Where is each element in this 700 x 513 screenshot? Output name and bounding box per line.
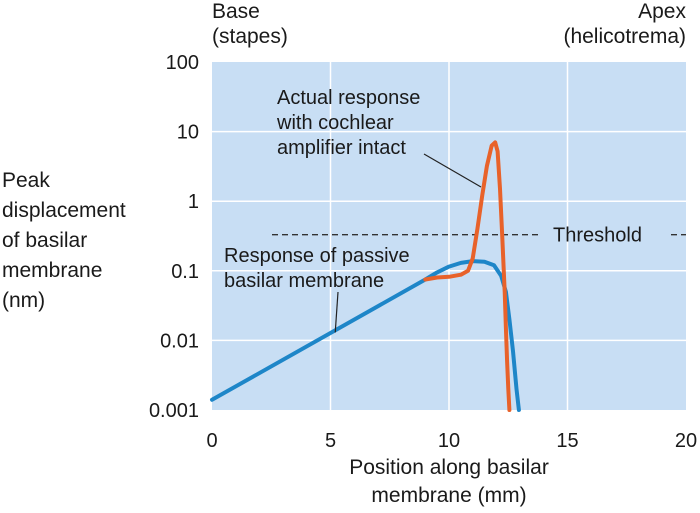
y-axis-label: (nm) — [2, 289, 45, 312]
base-label: Base — [212, 0, 260, 23]
y-tick-label: 0.1 — [171, 261, 199, 283]
y-axis-label: of basilar — [2, 229, 87, 252]
x-tick-label: 15 — [556, 430, 578, 452]
y-axis-label: displacement — [2, 199, 126, 222]
annotation-active-line: Actual response — [277, 87, 420, 109]
x-tick-label: 5 — [325, 430, 336, 452]
annotation-active-line: amplifier intact — [277, 137, 406, 159]
threshold-marker: Threshold — [272, 225, 686, 247]
annotation-passive-line: basilar membrane — [224, 270, 384, 292]
y-tick-label: 0.001 — [149, 400, 199, 422]
threshold-label: Threshold — [553, 225, 642, 247]
x-axis-label: Position along basilar — [349, 456, 549, 479]
series-lines — [210, 140, 521, 412]
axis-labels: Base(stapes) Apex(helicotrema) Peak displac… — [2, 0, 686, 507]
x-tick-label: 0 — [206, 430, 217, 452]
x-tick-label: 20 — [675, 430, 697, 452]
y-tick-label: 100 — [166, 52, 199, 74]
series-line-active — [423, 140, 512, 412]
annotation-passive-pointer — [334, 291, 339, 333]
x-tick-label: 10 — [438, 430, 460, 452]
y-tick-label: 1 — [188, 191, 199, 213]
y-axis-ticks: 0.001 0.01 0.1 1 10 100 — [149, 52, 199, 422]
y-axis-label: Peak — [2, 169, 50, 192]
y-tick-label: 10 — [177, 122, 199, 144]
annotation-active-line: with cochlear — [276, 112, 394, 134]
x-axis-ticks: 0 5 10 15 20 — [206, 430, 697, 452]
annotation-passive-line: Response of passive — [224, 245, 410, 267]
grid-lines — [212, 62, 686, 410]
base-label: (stapes) — [212, 25, 288, 48]
apex-label: (helicotrema) — [563, 25, 686, 48]
annotations: Actual response with cochlear amplifier in… — [224, 87, 482, 333]
y-axis-label: membrane — [2, 259, 102, 282]
annotation-active-pointer — [423, 153, 482, 188]
apex-label: Apex — [638, 0, 686, 23]
x-axis-label: membrane (mm) — [371, 484, 526, 507]
y-tick-label: 0.01 — [160, 330, 199, 352]
series-line-passive — [210, 259, 521, 412]
